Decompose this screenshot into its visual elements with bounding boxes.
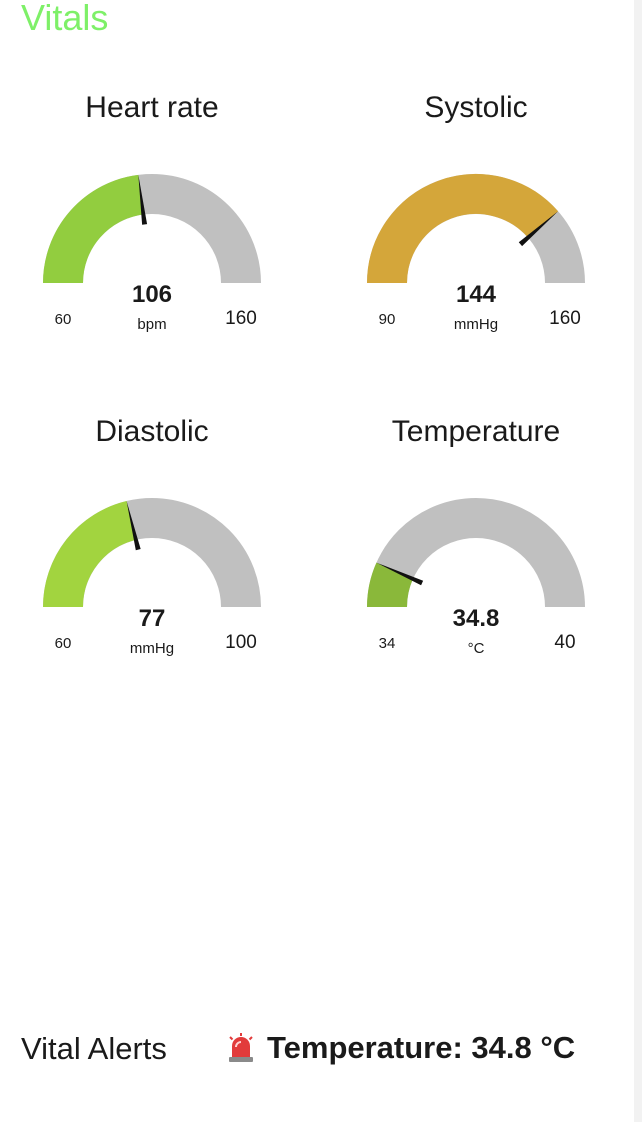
gauge-unit: bpm <box>137 316 166 333</box>
scrollbar-track[interactable] <box>634 0 642 1122</box>
gauge-unit: mmHg <box>130 640 174 657</box>
alert-item: Temperature: 34.8 °C <box>227 1027 575 1069</box>
gauge-diastolic: Diastolic 77 mmHg 60 100 <box>0 324 322 657</box>
gauge-min: 34 <box>379 635 396 652</box>
gauge-chart: 77 mmHg 60 100 <box>43 498 261 657</box>
alert-text: Temperature: 34.8 °C <box>267 1030 576 1065</box>
gauge-heart-rate: Heart rate 106 bpm 60 160 <box>0 0 322 333</box>
gauge-needle <box>138 174 148 225</box>
gauge-fill <box>367 562 414 608</box>
siren-icon <box>229 1033 253 1062</box>
gauge-needle <box>126 501 141 551</box>
gauge-value: 77 <box>139 605 166 632</box>
gauge-chart: 144 mmHg 90 160 <box>367 174 585 333</box>
gauge-max: 160 <box>549 308 581 329</box>
gauge-max: 160 <box>225 308 257 329</box>
gauge-chart: 34.8 °C 34 40 <box>367 498 585 657</box>
gauge-fill <box>43 501 137 608</box>
gauge-chart: 106 bpm 60 160 <box>43 174 261 333</box>
gauge-fill <box>367 174 559 284</box>
gauge-temperature: Temperature 34.8 °C 34 40 <box>324 324 642 657</box>
gauge-max: 40 <box>554 632 575 653</box>
gauge-min: 60 <box>55 311 72 328</box>
gauge-min: 90 <box>379 311 396 328</box>
gauge-title: Temperature <box>391 415 561 448</box>
gauge-needle <box>518 211 559 247</box>
gauge-unit: mmHg <box>454 316 498 333</box>
gauge-title: Systolic <box>424 91 528 124</box>
gauge-unit: °C <box>468 640 485 657</box>
gauge-systolic: Systolic 144 mmHg 90 160 <box>324 0 642 333</box>
gauge-needle <box>376 562 424 586</box>
gauge-title: Diastolic <box>95 415 209 448</box>
page-title: Vitals <box>21 0 109 38</box>
gauge-fill <box>43 174 145 284</box>
vital-alerts-label: Vital Alerts <box>21 1031 167 1066</box>
gauge-value: 106 <box>132 281 172 308</box>
gauge-value: 144 <box>456 281 497 308</box>
gauge-min: 60 <box>55 635 72 652</box>
gauge-track <box>367 498 585 608</box>
gauge-max: 100 <box>225 632 257 653</box>
gauge-title: Heart rate <box>85 91 219 124</box>
gauge-value: 34.8 <box>453 605 500 632</box>
